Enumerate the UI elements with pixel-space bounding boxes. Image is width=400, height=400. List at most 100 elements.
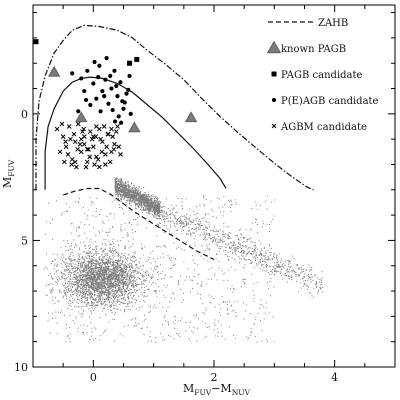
background-star <box>98 267 100 269</box>
background-star <box>301 271 303 273</box>
background-star <box>154 211 155 213</box>
background-star <box>266 264 267 265</box>
background-star <box>78 281 80 283</box>
background-star <box>95 281 97 283</box>
background-star <box>216 230 218 232</box>
background-star <box>116 307 118 309</box>
background-star <box>299 274 300 276</box>
background-star <box>116 177 118 179</box>
background-star <box>203 228 205 230</box>
background-star <box>114 180 116 182</box>
background-star <box>148 202 150 203</box>
background-star <box>161 215 163 217</box>
background-star <box>81 287 83 289</box>
background-star <box>143 284 145 286</box>
background-star <box>146 203 148 205</box>
background-star <box>110 273 112 275</box>
background-star <box>100 259 102 261</box>
background-star <box>148 210 150 212</box>
background-star <box>92 278 94 280</box>
background-star <box>108 296 110 298</box>
background-star <box>88 278 90 280</box>
background-star <box>101 277 102 279</box>
background-star <box>253 245 255 247</box>
background-star <box>101 279 103 281</box>
background-star <box>201 281 203 283</box>
background-star <box>212 240 214 242</box>
background-star <box>320 278 322 280</box>
background-star <box>129 262 131 264</box>
background-star <box>288 278 290 280</box>
background-star <box>150 204 152 206</box>
background-star <box>86 302 88 304</box>
background-star <box>96 272 98 274</box>
background-star <box>181 221 183 223</box>
background-star <box>81 279 83 281</box>
background-star <box>127 197 129 199</box>
background-star <box>72 278 74 280</box>
background-star <box>116 278 118 280</box>
background-star <box>81 297 82 299</box>
background-star <box>149 199 151 201</box>
background-star <box>141 283 143 285</box>
background-star <box>117 289 119 291</box>
background-star <box>255 254 257 256</box>
background-star <box>314 275 316 277</box>
background-star <box>125 182 127 184</box>
background-star <box>79 291 81 293</box>
background-star <box>118 185 120 186</box>
background-star <box>107 277 108 279</box>
background-star <box>153 208 154 210</box>
background-star <box>86 297 88 298</box>
background-star <box>116 262 118 264</box>
background-star <box>124 186 126 188</box>
background-star <box>105 231 107 233</box>
background-star <box>93 270 95 272</box>
background-star <box>112 302 114 304</box>
background-star <box>169 209 171 211</box>
background-star <box>255 218 257 220</box>
background-star <box>250 252 251 254</box>
background-star <box>90 261 92 263</box>
background-star <box>118 190 120 191</box>
background-star <box>80 272 82 274</box>
background-star <box>89 272 91 274</box>
background-star <box>72 300 74 302</box>
background-star <box>104 270 106 272</box>
background-star <box>274 199 276 201</box>
background-star <box>114 273 116 275</box>
background-star <box>70 259 72 261</box>
background-star <box>108 269 110 271</box>
background-star <box>84 266 86 268</box>
background-star <box>88 287 90 288</box>
background-star <box>197 223 199 224</box>
background-star <box>125 192 127 194</box>
background-star <box>215 230 217 232</box>
background-star <box>175 218 177 220</box>
background-star <box>117 268 118 270</box>
background-star <box>103 268 105 270</box>
background-star <box>96 277 98 279</box>
background-star <box>100 265 102 267</box>
background-star <box>115 270 117 271</box>
background-star <box>152 204 154 206</box>
background-star <box>109 274 111 276</box>
background-star <box>257 261 259 263</box>
background-star <box>64 280 66 282</box>
background-star <box>158 208 159 210</box>
background-star <box>70 279 72 281</box>
background-star <box>132 267 134 268</box>
background-star <box>308 277 310 279</box>
background-star <box>103 303 105 305</box>
background-star <box>123 266 125 268</box>
background-star <box>205 230 207 231</box>
background-star <box>118 261 120 263</box>
background-star <box>91 270 93 272</box>
background-star <box>145 209 147 211</box>
background-star <box>126 189 128 191</box>
background-star <box>143 279 145 281</box>
background-star <box>111 304 112 306</box>
background-star <box>67 286 69 287</box>
background-star <box>114 187 116 189</box>
background-star <box>84 274 86 276</box>
